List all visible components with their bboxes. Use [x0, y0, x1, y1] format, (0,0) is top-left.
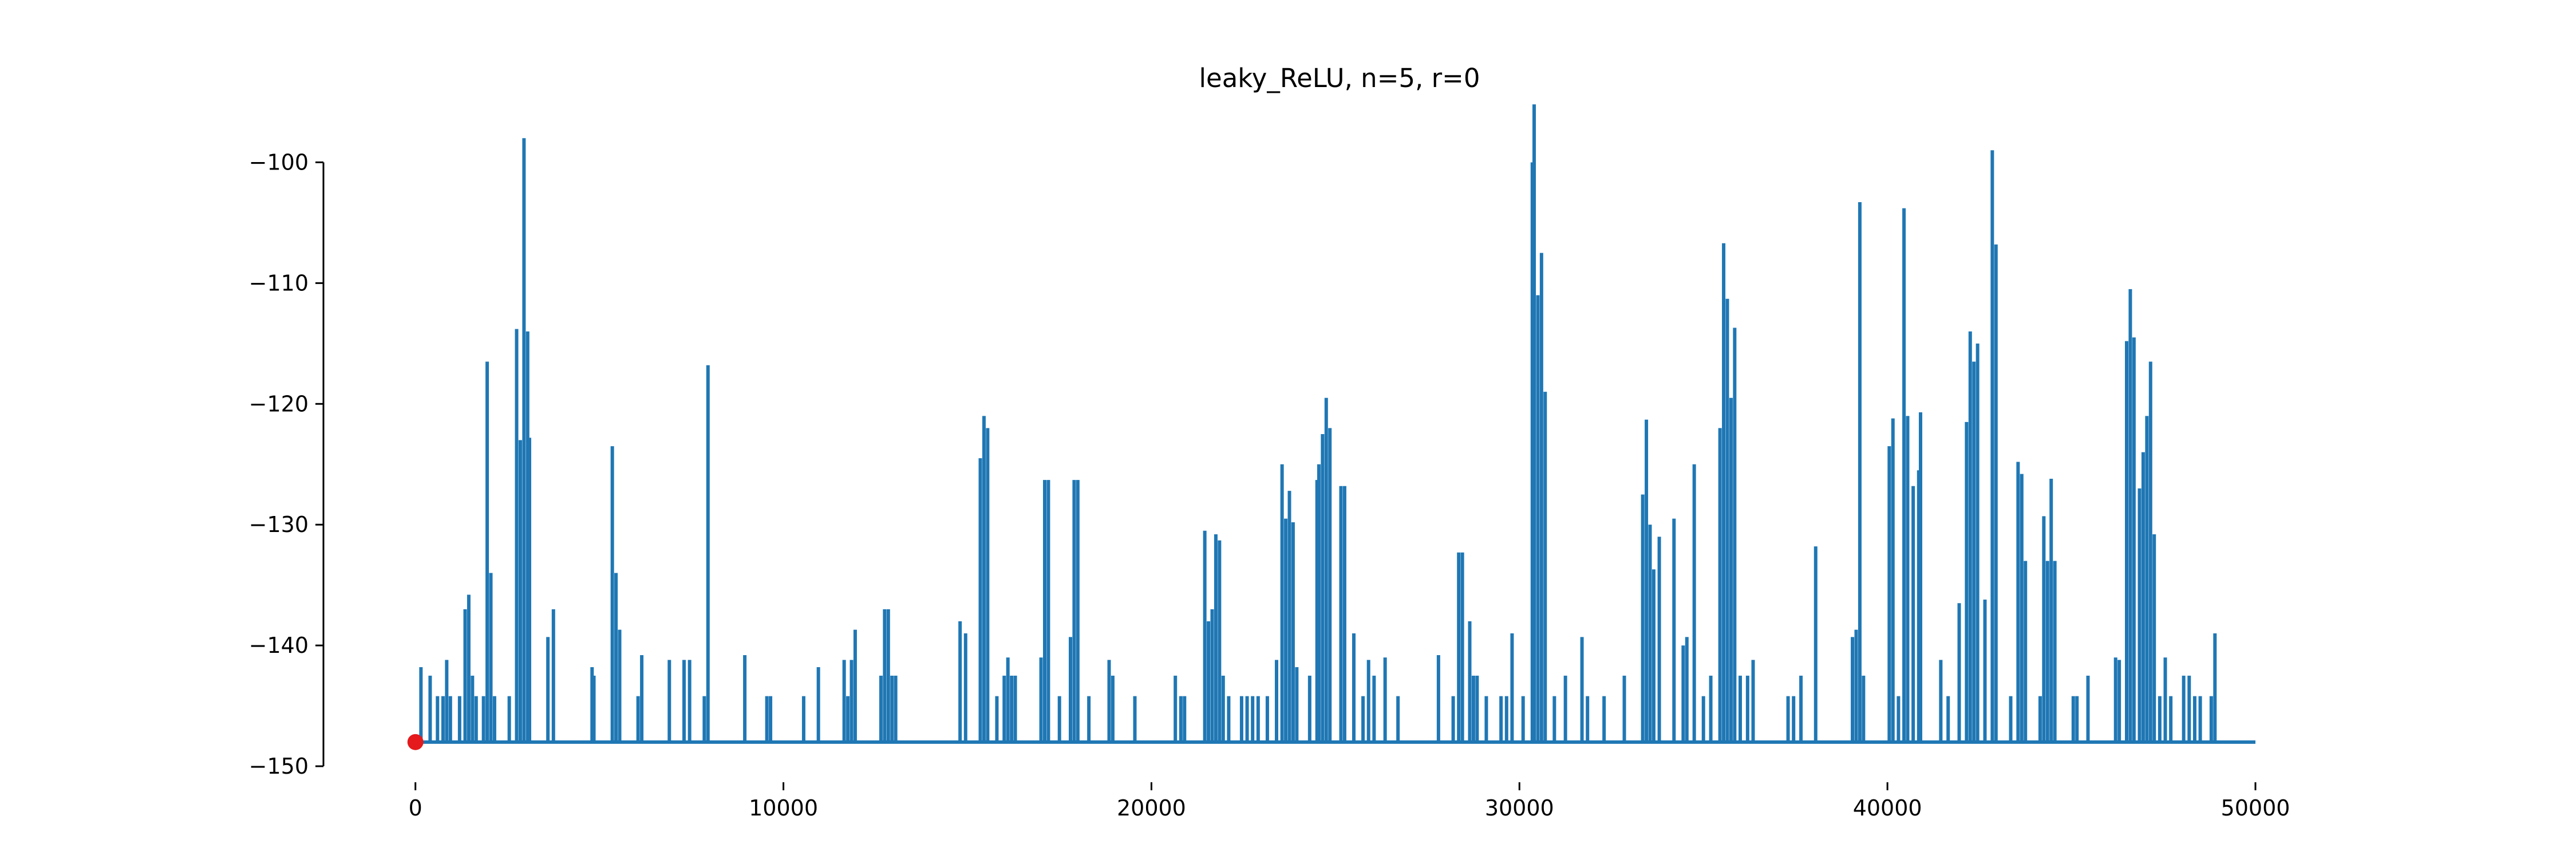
y-tick-label: −100 [249, 149, 309, 175]
x-tick-label: 10000 [749, 795, 818, 821]
chart-title: leaky_ReLU, n=5, r=0 [1199, 63, 1480, 93]
y-tick-label: −110 [249, 270, 309, 295]
y-tick-label: −140 [249, 633, 309, 658]
y-axis: −150 −140 −130 −120 −110 −100 [249, 149, 325, 779]
y-tick-label: −150 [249, 754, 309, 779]
y-tick-label: −120 [249, 391, 309, 416]
x-tick-label: 40000 [1853, 795, 1922, 821]
x-tick-label: 0 [409, 795, 422, 821]
x-tick-label: 50000 [2221, 795, 2290, 821]
x-tick-label: 30000 [1485, 795, 1554, 821]
y-tick-label: −130 [249, 512, 309, 537]
start-point-marker [407, 734, 424, 750]
x-tick-label: 20000 [1117, 795, 1186, 821]
x-axis: 0 10000 20000 30000 40000 50000 [409, 782, 2290, 821]
plot-area [407, 104, 2255, 750]
series-spikes [419, 104, 2217, 742]
